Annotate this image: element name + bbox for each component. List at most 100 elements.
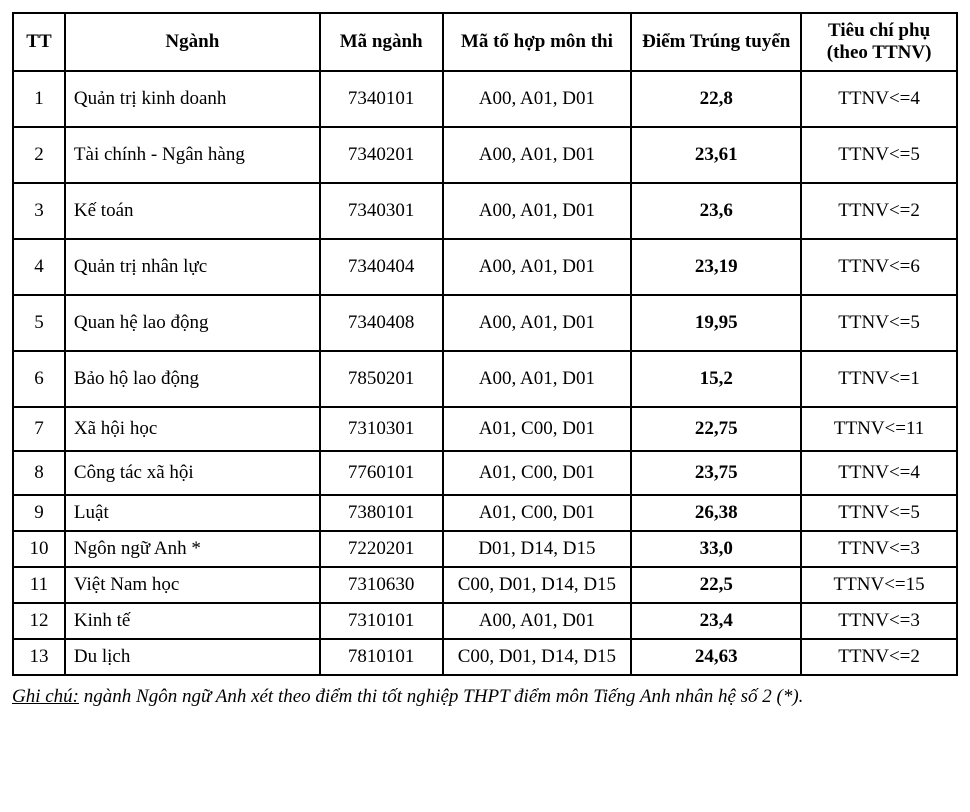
table-row: 4Quản trị nhân lực7340404A00, A01, D0123… xyxy=(13,239,957,295)
cell-score: 33,0 xyxy=(631,531,801,567)
cell-combo: C00, D01, D14, D15 xyxy=(443,639,632,675)
cell-aux: TTNV<=11 xyxy=(801,407,957,451)
cell-aux: TTNV<=3 xyxy=(801,531,957,567)
cell-major: Kinh tế xyxy=(65,603,320,639)
cell-tt: 10 xyxy=(13,531,65,567)
col-header-major: Ngành xyxy=(65,13,320,71)
footnote: Ghi chú: ngành Ngôn ngữ Anh xét theo điể… xyxy=(12,684,958,710)
cell-code: 7220201 xyxy=(320,531,443,567)
cell-code: 7340404 xyxy=(320,239,443,295)
cell-major: Việt Nam học xyxy=(65,567,320,603)
cell-major: Công tác xã hội xyxy=(65,451,320,495)
cell-aux: TTNV<=1 xyxy=(801,351,957,407)
cell-combo: A00, A01, D01 xyxy=(443,603,632,639)
cell-score: 23,19 xyxy=(631,239,801,295)
cell-tt: 3 xyxy=(13,183,65,239)
cell-score: 24,63 xyxy=(631,639,801,675)
cell-major: Bảo hộ lao động xyxy=(65,351,320,407)
cell-tt: 9 xyxy=(13,495,65,531)
cell-major: Kế toán xyxy=(65,183,320,239)
cell-tt: 6 xyxy=(13,351,65,407)
cell-score: 23,61 xyxy=(631,127,801,183)
cell-aux: TTNV<=15 xyxy=(801,567,957,603)
col-header-combo: Mã tổ hợp môn thi xyxy=(443,13,632,71)
cell-tt: 5 xyxy=(13,295,65,351)
table-body: 1Quản trị kinh doanh7340101A00, A01, D01… xyxy=(13,71,957,675)
cell-aux: TTNV<=4 xyxy=(801,451,957,495)
cell-score: 22,8 xyxy=(631,71,801,127)
cell-aux: TTNV<=5 xyxy=(801,127,957,183)
table-row: 11Việt Nam học7310630C00, D01, D14, D152… xyxy=(13,567,957,603)
cell-code: 7340301 xyxy=(320,183,443,239)
cell-code: 7760101 xyxy=(320,451,443,495)
table-row: 3Kế toán7340301A00, A01, D0123,6TTNV<=2 xyxy=(13,183,957,239)
cell-tt: 8 xyxy=(13,451,65,495)
cell-code: 7810101 xyxy=(320,639,443,675)
table-row: 8Công tác xã hội7760101A01, C00, D0123,7… xyxy=(13,451,957,495)
table-row: 5Quan hệ lao động7340408A00, A01, D0119,… xyxy=(13,295,957,351)
cell-score: 19,95 xyxy=(631,295,801,351)
cell-code: 7340201 xyxy=(320,127,443,183)
cell-combo: C00, D01, D14, D15 xyxy=(443,567,632,603)
cell-code: 7380101 xyxy=(320,495,443,531)
cell-combo: A01, C00, D01 xyxy=(443,451,632,495)
cell-code: 7850201 xyxy=(320,351,443,407)
table-row: 13Du lịch7810101C00, D01, D14, D1524,63T… xyxy=(13,639,957,675)
cell-aux: TTNV<=3 xyxy=(801,603,957,639)
cell-code: 7310630 xyxy=(320,567,443,603)
cell-aux: TTNV<=2 xyxy=(801,183,957,239)
cell-aux: TTNV<=6 xyxy=(801,239,957,295)
table-row: 2Tài chính - Ngân hàng7340201A00, A01, D… xyxy=(13,127,957,183)
cell-combo: A00, A01, D01 xyxy=(443,183,632,239)
col-header-score: Điểm Trúng tuyển xyxy=(631,13,801,71)
cell-combo: A00, A01, D01 xyxy=(443,239,632,295)
cell-tt: 13 xyxy=(13,639,65,675)
cell-aux: TTNV<=5 xyxy=(801,295,957,351)
footnote-text: ngành Ngôn ngữ Anh xét theo điểm thi tốt… xyxy=(84,686,804,707)
col-header-tt: TT xyxy=(13,13,65,71)
cell-combo: A00, A01, D01 xyxy=(443,295,632,351)
table-row: 7Xã hội học7310301A01, C00, D0122,75TTNV… xyxy=(13,407,957,451)
cell-tt: 12 xyxy=(13,603,65,639)
cell-score: 22,75 xyxy=(631,407,801,451)
cell-major: Du lịch xyxy=(65,639,320,675)
cell-combo: A00, A01, D01 xyxy=(443,71,632,127)
table-header-row: TT Ngành Mã ngành Mã tổ hợp môn thi Điểm… xyxy=(13,13,957,71)
cell-major: Ngôn ngữ Anh * xyxy=(65,531,320,567)
cell-score: 15,2 xyxy=(631,351,801,407)
col-header-aux: Tiêu chí phụ (theo TTNV) xyxy=(801,13,957,71)
cell-major: Quản trị nhân lực xyxy=(65,239,320,295)
admissions-table: TT Ngành Mã ngành Mã tổ hợp môn thi Điểm… xyxy=(12,12,958,676)
cell-score: 22,5 xyxy=(631,567,801,603)
cell-tt: 11 xyxy=(13,567,65,603)
cell-aux: TTNV<=4 xyxy=(801,71,957,127)
cell-major: Quan hệ lao động xyxy=(65,295,320,351)
cell-major: Tài chính - Ngân hàng xyxy=(65,127,320,183)
cell-tt: 4 xyxy=(13,239,65,295)
cell-combo: A00, A01, D01 xyxy=(443,351,632,407)
cell-combo: A01, C00, D01 xyxy=(443,495,632,531)
cell-combo: A00, A01, D01 xyxy=(443,127,632,183)
cell-major: Luật xyxy=(65,495,320,531)
cell-combo: D01, D14, D15 xyxy=(443,531,632,567)
table-row: 1Quản trị kinh doanh7340101A00, A01, D01… xyxy=(13,71,957,127)
cell-combo: A01, C00, D01 xyxy=(443,407,632,451)
cell-code: 7310101 xyxy=(320,603,443,639)
col-header-code: Mã ngành xyxy=(320,13,443,71)
table-row: 12Kinh tế7310101A00, A01, D0123,4TTNV<=3 xyxy=(13,603,957,639)
table-row: 9Luật7380101A01, C00, D0126,38TTNV<=5 xyxy=(13,495,957,531)
cell-score: 23,75 xyxy=(631,451,801,495)
cell-major: Xã hội học xyxy=(65,407,320,451)
cell-code: 7310301 xyxy=(320,407,443,451)
table-row: 10Ngôn ngữ Anh *7220201D01, D14, D1533,0… xyxy=(13,531,957,567)
cell-code: 7340101 xyxy=(320,71,443,127)
cell-tt: 7 xyxy=(13,407,65,451)
cell-score: 23,4 xyxy=(631,603,801,639)
cell-code: 7340408 xyxy=(320,295,443,351)
cell-tt: 2 xyxy=(13,127,65,183)
table-row: 6Bảo hộ lao động7850201A00, A01, D0115,2… xyxy=(13,351,957,407)
cell-aux: TTNV<=5 xyxy=(801,495,957,531)
cell-tt: 1 xyxy=(13,71,65,127)
footnote-lead: Ghi chú: xyxy=(12,686,79,707)
cell-score: 23,6 xyxy=(631,183,801,239)
